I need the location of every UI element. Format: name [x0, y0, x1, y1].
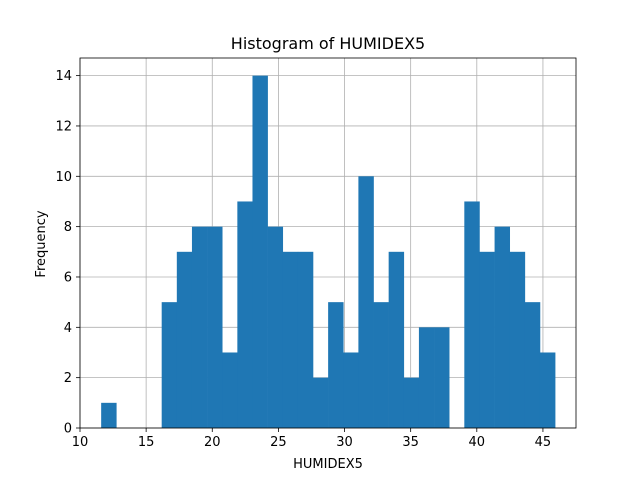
histogram-bar [509, 251, 526, 428]
x-tick-label: 35 [402, 435, 419, 450]
y-tick-label: 10 [55, 170, 72, 185]
chart-title: Histogram of HUMIDEX5 [231, 34, 425, 53]
histogram-bar [191, 226, 208, 428]
histogram-bar [297, 251, 314, 428]
histogram-bar [358, 176, 374, 428]
histogram-bar [267, 226, 284, 428]
plot-frame [79, 57, 577, 429]
x-tick-label: 20 [204, 435, 221, 450]
y-tick-label: 4 [64, 321, 72, 336]
histogram-bar [524, 302, 541, 428]
x-tick-label: 10 [72, 435, 89, 450]
axes-border [79, 57, 577, 429]
histogram-bar [282, 251, 299, 428]
histogram-bar [252, 75, 268, 428]
histogram-bar [313, 377, 329, 428]
histogram-bar [237, 201, 253, 428]
histogram-bar [222, 352, 238, 428]
histogram-bar [479, 251, 495, 428]
x-tick-label: 15 [138, 435, 155, 450]
y-tick-label: 8 [64, 220, 72, 235]
x-axis-label: HUMIDEX5 [293, 457, 363, 472]
histogram-bar [539, 352, 556, 428]
y-tick-label: 12 [55, 119, 72, 134]
histogram-bar [207, 226, 223, 428]
histogram-bar [176, 251, 193, 428]
histogram-bar [464, 201, 480, 428]
x-axis-ticks: 10 15 20 25 30 35 40 45 [72, 428, 551, 450]
histogram-bar [388, 251, 405, 428]
histogram-bar [343, 352, 359, 428]
histogram-bar [434, 327, 450, 428]
histogram-bars [101, 75, 556, 428]
x-tick-label: 40 [469, 435, 486, 450]
y-tick-label: 14 [55, 69, 72, 84]
histogram-bar [373, 302, 389, 428]
x-tick-label: 25 [270, 435, 287, 450]
x-tick-label: 45 [535, 435, 552, 450]
histogram-bar [418, 327, 435, 428]
y-axis-label: Frequency [34, 210, 49, 277]
y-tick-label: 0 [64, 422, 72, 437]
x-tick-label: 30 [336, 435, 353, 450]
y-axis-ticks: 0 2 4 6 8 10 12 14 [55, 69, 80, 437]
histogram-bar [328, 302, 344, 428]
y-tick-label: 6 [64, 270, 72, 285]
y-tick-label: 2 [64, 371, 72, 386]
histogram-bar [494, 226, 511, 428]
histogram-bar [101, 402, 117, 428]
histogram-bar [403, 377, 420, 428]
histogram-bar [161, 302, 178, 428]
